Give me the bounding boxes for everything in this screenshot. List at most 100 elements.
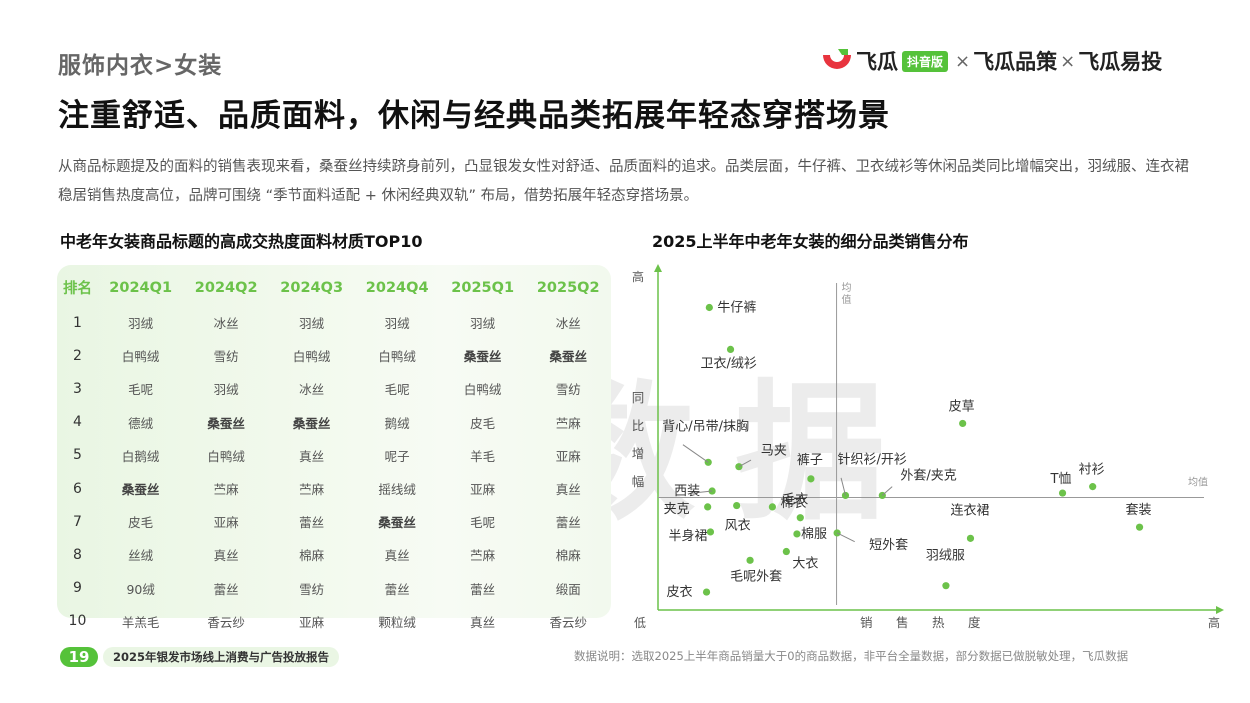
fabric-cell: 白鸭绒 <box>463 382 502 398</box>
fabric-cell: 蕾丝 <box>555 515 581 531</box>
report-name: 2025年银发市场线上消费与广告投放报告 <box>103 647 340 667</box>
fabric-cell: 毛呢 <box>384 382 410 398</box>
fabric-cell: 亚麻 <box>213 515 239 531</box>
point-label: 大衣 <box>792 556 818 572</box>
table-row: 3 毛呢 羽绒 冰丝 毛呢 白鸭绒 雪纺 <box>57 372 611 405</box>
point-label: 皮草 <box>949 399 975 414</box>
fabric-cell: 苎麻 <box>299 482 325 498</box>
table-row: 7 皮毛 亚麻 蕾丝 桑蚕丝 毛呢 蕾丝 <box>57 505 611 538</box>
x-axis-title: 销售热度 <box>860 615 981 630</box>
data-point <box>1089 483 1097 491</box>
fabric-cell: 苎麻 <box>470 548 496 564</box>
fabric-cell: 毛呢 <box>470 515 496 531</box>
fabric-cell: 羽绒 <box>299 316 325 332</box>
data-point <box>746 556 754 564</box>
point-label: 连衣裙 <box>950 502 989 518</box>
fabric-cell: 真丝 <box>470 614 496 630</box>
fabric-cell: 棉麻 <box>299 548 325 564</box>
fabric-cell: 桑蚕丝 <box>549 349 587 365</box>
fabric-cell: 鹅绒 <box>384 415 410 431</box>
point-label: 背心/吊带/抹胸 <box>662 419 749 434</box>
point-label: 毛呢外套 <box>730 568 782 584</box>
data-point <box>1058 489 1067 497</box>
fabric-cell: 雪纺 <box>299 581 325 597</box>
data-point <box>796 514 804 522</box>
fabric-ranking-table: 排名 2024Q1 2024Q2 2024Q3 2024Q4 2025Q1 20… <box>57 269 611 638</box>
data-point <box>704 503 712 511</box>
point-label: 卫衣/绒衫 <box>701 355 757 371</box>
table-header-row: 排名 2024Q1 2024Q2 2024Q3 2024Q4 2025Q1 20… <box>57 269 611 306</box>
table-row: 1 羽绒 冰丝 羽绒 羽绒 羽绒 冰丝 <box>57 306 611 339</box>
column-header: 2024Q3 <box>280 279 344 296</box>
brand-logos: 飞瓜 抖音版 × 飞瓜品策 × 飞瓜易投 <box>818 45 1162 77</box>
point-label: 风衣 <box>725 518 751 534</box>
fabric-cell: 羽绒 <box>470 316 496 332</box>
point-label: 外套/夹克 <box>900 467 956 483</box>
page-number: 19 <box>60 647 98 667</box>
y-axis-arrow <box>654 264 662 272</box>
page-description: 从商品标题提及的面料的销售表现来看，桑蚕丝持续跻身前列，凸显银发女性对舒适、品质… <box>58 159 1189 204</box>
fabric-cell: 真丝 <box>299 448 325 464</box>
fabric-cell: 香云纱 <box>549 614 587 630</box>
point-leader-line <box>836 532 855 543</box>
logo-brand-yitou: 飞瓜易投 <box>1078 50 1163 74</box>
fabric-cell: 缎面 <box>555 581 581 597</box>
table-row: 8 丝绒 真丝 棉麻 真丝 苎麻 棉麻 <box>57 538 611 571</box>
fabric-cell: 桑蚕丝 <box>463 349 502 365</box>
logo-icon <box>823 49 851 69</box>
data-point <box>1135 523 1144 531</box>
logo-separator: × <box>1060 50 1076 72</box>
point-label: 牛仔裤 <box>717 300 756 315</box>
point-label: 衬衫 <box>1079 463 1105 478</box>
point-label: 皮衣 <box>667 584 693 600</box>
fabric-cell: 90绒 <box>126 581 155 597</box>
table-row: 5 白鹅绒 白鸭绒 真丝 呢子 羊毛 亚麻 <box>57 439 611 472</box>
fabric-cell: 桑蚕丝 <box>378 515 416 531</box>
fabric-cell: 毛呢 <box>128 382 154 398</box>
table-row: 9 90绒 蕾丝 雪纺 蕾丝 蕾丝 缎面 <box>57 572 611 605</box>
fabric-cell: 皮毛 <box>470 415 496 431</box>
fabric-cell: 雪纺 <box>213 349 239 365</box>
point-label: 套装 <box>1126 502 1152 518</box>
fabric-cell: 冰丝 <box>213 316 239 332</box>
fabric-cell: 香云纱 <box>207 614 245 630</box>
fabric-cell: 桑蚕丝 <box>292 415 331 431</box>
data-point <box>702 588 711 596</box>
column-header: 2024Q1 <box>109 279 173 296</box>
logo-separator: × <box>955 50 971 72</box>
category-scatter-chart: 均值均值高低 高销售热度同比增幅牛仔裤卫衣/绒衫皮草背心/吊带/抹胸马夹裤子 针织衫… <box>632 264 1224 630</box>
fabric-cell: 苎麻 <box>555 415 581 431</box>
point-label: T恤 <box>1050 472 1072 487</box>
fabric-cell: 皮毛 <box>128 515 154 531</box>
fabric-cell: 白鹅绒 <box>121 448 160 464</box>
point-leader-line <box>682 444 709 463</box>
fabric-cell: 羽绒 <box>128 316 154 332</box>
point-label: 羽绒服 <box>926 549 965 564</box>
data-point <box>841 491 850 500</box>
rank-cell: 8 <box>72 546 82 563</box>
fabric-cell: 蕾丝 <box>213 581 239 597</box>
rank-cell: 4 <box>72 414 82 431</box>
rank-cell: 3 <box>72 380 82 397</box>
point-label: 半身裙 <box>668 528 707 544</box>
data-point <box>706 528 715 536</box>
point-leader-line <box>738 459 752 468</box>
point-label: 裤子 <box>797 453 823 468</box>
data-point <box>793 530 801 538</box>
fabric-cell: 白鸭绒 <box>121 349 160 365</box>
x-axis-high-label: 高 <box>1208 615 1220 630</box>
table-row: 6 桑蚕丝 苎麻 苎麻 摇线绒 亚麻 真丝 <box>57 472 611 505</box>
fabric-cell: 亚麻 <box>299 614 325 630</box>
fabric-cell: 羽绒 <box>384 316 410 332</box>
table-body: 1 羽绒 冰丝 羽绒 羽绒 羽绒 冰丝 2 白鸭绒 雪纺 白鸭绒 白鸭绒 桑蚕丝 桑蚕丝 3 毛呢 羽绒 冰丝 毛呢… <box>57 306 611 638</box>
point-leader-line <box>691 490 713 494</box>
y-axis-high-label: 高 <box>632 269 644 284</box>
point-label: 棉服 <box>801 527 827 542</box>
fabric-cell: 苎麻 <box>213 482 239 498</box>
fabric-cell: 白鸭绒 <box>207 448 245 464</box>
point-label: 毛衣 <box>782 492 808 508</box>
page-title: 注重舒适、品质面料，休闲与经典品类拓展年轻态穿搭场景 <box>58 98 890 134</box>
rank-cell: 6 <box>72 480 82 497</box>
rank-cell: 5 <box>72 447 82 464</box>
rank-cell: 2 <box>72 347 82 364</box>
